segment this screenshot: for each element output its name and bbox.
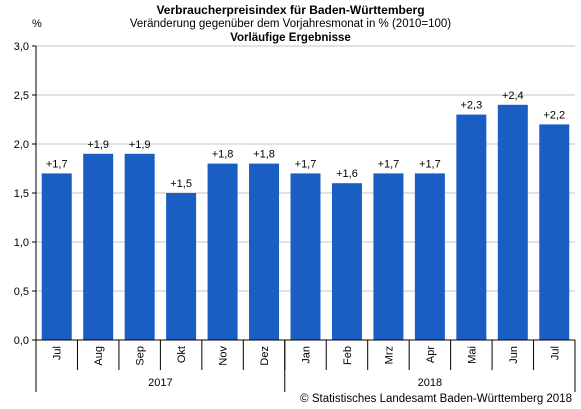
- copyright-credit: © Statistisches Landesamt Baden-Württemb…: [300, 393, 572, 405]
- y-tick-label: 0,5: [14, 286, 29, 298]
- bar: [497, 104, 528, 340]
- x-tick-label: Apr: [425, 346, 437, 363]
- data-label: +1,6: [336, 168, 358, 180]
- bar: [456, 114, 487, 340]
- bar: [83, 153, 114, 340]
- bar: [207, 163, 238, 340]
- bar: [373, 173, 404, 340]
- data-label: +1,5: [170, 178, 192, 190]
- y-tick-label: 3,0: [14, 41, 29, 53]
- x-tick-label: Jul: [549, 346, 561, 360]
- chart-header: Verbraucherpreisindex für Baden-Württemb…: [0, 3, 581, 45]
- data-label: +1,7: [295, 158, 317, 170]
- bar: [124, 153, 155, 340]
- x-tick-label: Mai: [466, 346, 478, 364]
- y-unit-label: %: [32, 18, 42, 30]
- y-tick-label: 2,0: [14, 139, 29, 151]
- bar: [166, 193, 197, 340]
- data-label: +1,9: [129, 139, 151, 151]
- x-tick-label: Mrz: [383, 346, 395, 364]
- group-label: 2017: [148, 377, 172, 389]
- x-tick-label: Jun: [508, 346, 520, 364]
- bar: [331, 183, 362, 340]
- x-tick-label: Jul: [52, 346, 64, 360]
- data-label: +1,8: [253, 149, 275, 161]
- y-tick-label: 1,0: [14, 237, 29, 249]
- x-tick-label: Okt: [176, 346, 188, 363]
- bar: [414, 173, 445, 340]
- bar: [539, 124, 570, 341]
- bar: [41, 173, 72, 340]
- y-tick-label: 1,5: [14, 188, 29, 200]
- bar: [249, 163, 280, 340]
- group-label: 2018: [418, 377, 442, 389]
- x-tick-label: Aug: [93, 346, 105, 366]
- data-label: +2,4: [502, 90, 524, 102]
- data-label: +2,2: [543, 109, 565, 121]
- x-tick-label: Sep: [135, 346, 147, 366]
- data-label: +2,3: [460, 100, 482, 112]
- chart-note: Vorläufige Ergebnisse: [230, 32, 351, 44]
- x-tick-label: Nov: [218, 346, 230, 366]
- bar: [290, 173, 321, 340]
- y-tick-label: 2,5: [14, 90, 29, 102]
- x-tick-label: Dez: [259, 346, 271, 366]
- data-label: +1,7: [46, 158, 68, 170]
- chart-subtitle: Veränderung gegenüber dem Vorjahresmonat…: [129, 18, 452, 30]
- data-label: +1,7: [419, 158, 441, 170]
- data-label: +1,8: [212, 149, 234, 161]
- data-label: +1,9: [87, 139, 109, 151]
- y-tick-label: 0,0: [14, 335, 29, 347]
- x-tick-label: Feb: [342, 346, 354, 365]
- x-tick-label: Jan: [301, 346, 313, 364]
- chart-title: Verbraucherpreisindex für Baden-Württemb…: [156, 3, 425, 17]
- data-label: +1,7: [378, 158, 400, 170]
